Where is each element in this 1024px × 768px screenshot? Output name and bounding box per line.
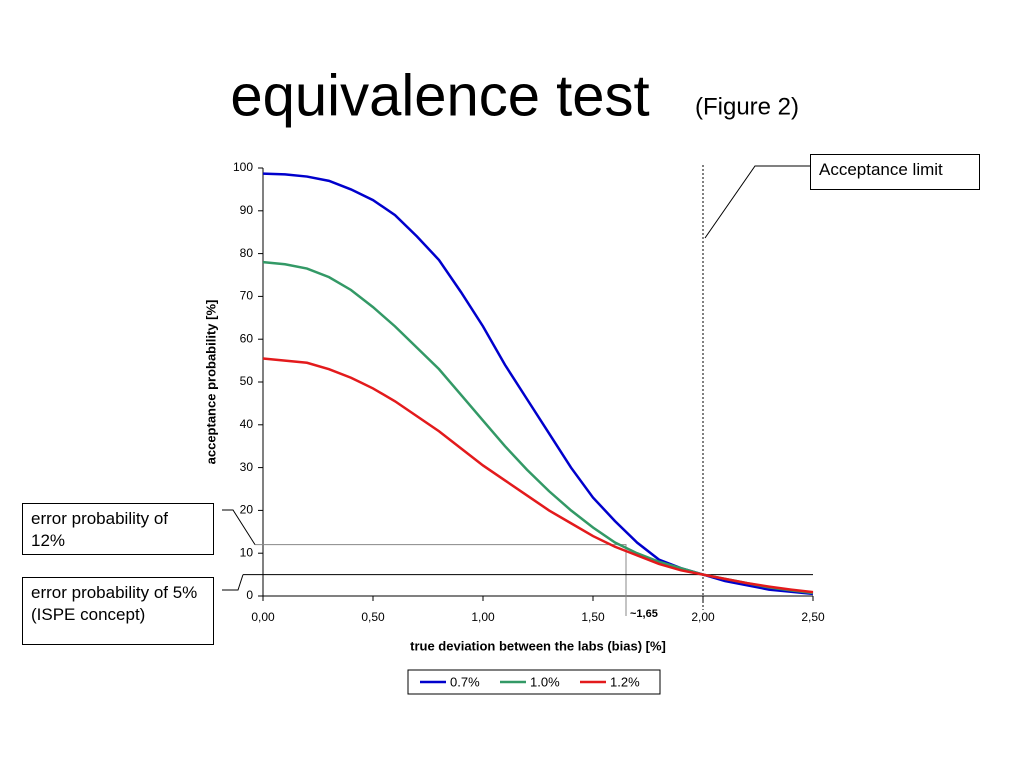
x-tick-label: 0,50	[361, 610, 385, 624]
y-tick-label: 0	[246, 588, 253, 602]
legend-box	[407, 669, 661, 695]
legend-label: 1.0%	[530, 674, 560, 689]
acceptance-connector	[704, 165, 810, 239]
y-tick-label: 60	[240, 331, 254, 345]
title: equivalence test	[230, 63, 649, 128]
y-tick-label: 100	[233, 160, 253, 174]
x-tick-label: 0,00	[251, 610, 275, 624]
error12-line	[255, 544, 627, 616]
y-axis-label: acceptance probability [%]	[203, 300, 218, 465]
acceptance-box: Acceptance limit	[810, 154, 980, 190]
y-tick-label: 10	[240, 545, 254, 559]
x-tick-label: 2,00	[691, 610, 715, 624]
y-tick-label: 50	[240, 374, 254, 388]
y-tick-label: 40	[240, 417, 254, 431]
x-axis-label: true deviation between the labs (bias) […	[410, 638, 666, 653]
x-tick-label: 1,50	[581, 610, 605, 624]
y-tick-label: 70	[240, 289, 254, 303]
error5-connector	[222, 574, 244, 591]
y-tick-label: 20	[240, 503, 254, 517]
error12-connector	[222, 509, 256, 545]
series-line	[262, 260, 814, 595]
y-tick-label: 80	[240, 246, 254, 260]
y-tick-label: 30	[240, 460, 254, 474]
error5-box: error probability of 5% (ISPE concept)	[22, 577, 214, 645]
legend-label: 0.7%	[450, 674, 480, 689]
y-tick-label: 90	[240, 203, 254, 217]
legend-label: 1.2%	[610, 674, 640, 689]
subtitle: (Figure 2)	[695, 93, 799, 120]
series-line	[262, 172, 814, 596]
series-line	[262, 357, 814, 594]
x-tick-label: 1,00	[471, 610, 495, 624]
x-tick-label: 2,50	[801, 610, 825, 624]
error12-box: error probability of 12%	[22, 503, 214, 555]
bias-label: ~1,65	[630, 608, 658, 620]
